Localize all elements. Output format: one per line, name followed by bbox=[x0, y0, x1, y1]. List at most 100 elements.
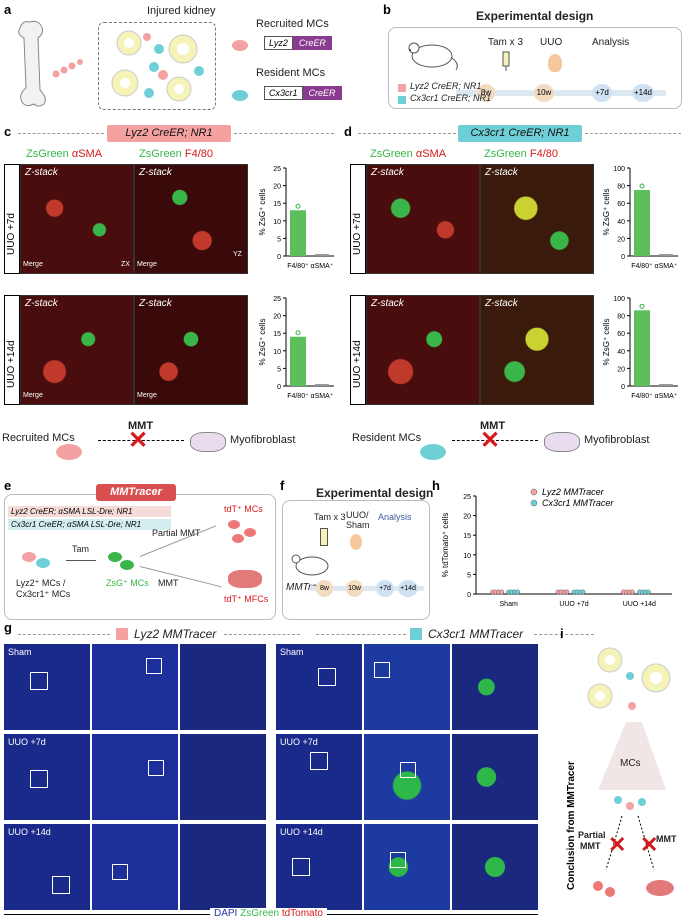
e-tdt-cell-2 bbox=[244, 528, 256, 537]
b-legend-swatch-cx3cr1 bbox=[398, 96, 406, 104]
y-tick-label: 20 bbox=[617, 236, 625, 243]
bar bbox=[634, 190, 650, 256]
c-banner: Lyz2 CreER; NR1 bbox=[107, 125, 231, 142]
g-right-title: Cx3cr1 MMTracer bbox=[428, 627, 524, 641]
c-myofibroblast-label: Myofibroblast bbox=[230, 434, 296, 446]
y-tick-label: 0 bbox=[277, 254, 281, 261]
y-axis-label: % ZsG⁺ cells bbox=[258, 319, 267, 366]
d-image-f480-7d: Z-stack bbox=[480, 164, 594, 274]
d-col2-header: ZsGreen F4/80 bbox=[484, 148, 558, 160]
legend-marker bbox=[530, 488, 538, 496]
d-cross-icon: ✕ bbox=[480, 427, 501, 454]
y-tick-label: 0 bbox=[277, 384, 281, 391]
panel-b-label: b bbox=[383, 2, 391, 17]
g-right-7d-zoom1 bbox=[364, 734, 450, 820]
g-left-7d-kidney: UUO +7d bbox=[4, 734, 90, 820]
c-row1-label: UUO +7d bbox=[6, 213, 17, 255]
y-tick-label: 80 bbox=[617, 184, 625, 191]
panel-g-label: g bbox=[4, 620, 12, 635]
b-legend-swatch-lyz2 bbox=[398, 84, 406, 92]
panel-h-label: h bbox=[432, 478, 440, 493]
e-mmt-label: MMT bbox=[158, 578, 179, 588]
legend-marker bbox=[530, 499, 538, 507]
c-image-f480-7d: Z-stack Merge YZ bbox=[134, 164, 248, 274]
d-resident-label: Resident MCs bbox=[352, 432, 422, 444]
c-dash-left bbox=[18, 133, 104, 134]
g-left-14d-zoom2 bbox=[180, 824, 266, 910]
g-left-sham-kidney: Sham bbox=[4, 644, 90, 730]
f-sham-label: Sham bbox=[346, 520, 370, 530]
y-tick-label: 25 bbox=[463, 494, 471, 501]
kidney-icon bbox=[548, 54, 562, 72]
i-partial2-label: MMT bbox=[580, 841, 601, 851]
i-mmt-label: MMT bbox=[656, 834, 677, 844]
b-uuo-label: UUO bbox=[540, 37, 563, 48]
resident-mc-icon bbox=[232, 90, 248, 101]
e-tam-arrow bbox=[66, 560, 96, 561]
data-point bbox=[639, 183, 645, 189]
c-image-sma-7d: Z-stack Merge ZX bbox=[20, 164, 134, 274]
g-left-7d-zoom1 bbox=[92, 734, 178, 820]
y-tick-label: 40 bbox=[617, 349, 625, 356]
e-tdt-mfc-icon bbox=[228, 570, 262, 588]
e-line-lyz2: Lyz2 CreER; αSMA LSL-Dre; NR1 bbox=[8, 506, 171, 517]
c-cross-icon: ✕ bbox=[128, 427, 149, 454]
g-left-7d-zoom2 bbox=[180, 734, 266, 820]
cx3cr1-creer-construct: Cx3cr1 CreER bbox=[264, 86, 344, 100]
y-tick-label: 20 bbox=[273, 314, 281, 321]
d-myofibroblast-label: Myofibroblast bbox=[584, 434, 650, 446]
bar bbox=[634, 310, 650, 386]
d-row1-label-box bbox=[350, 164, 366, 274]
f-time-10w: 10w bbox=[346, 580, 363, 597]
panel-a-label: a bbox=[4, 2, 12, 17]
b-legend-lyz2: Lyz2 CreER; NR1 bbox=[410, 81, 482, 91]
d-dash-left bbox=[358, 133, 456, 134]
f-time-14d: +14d bbox=[398, 580, 418, 597]
c-recruited-label: Recruited MCs bbox=[2, 432, 75, 444]
g-left-sham-zoom1 bbox=[92, 644, 178, 730]
g-right-7d-kidney: UUO +7d bbox=[276, 734, 362, 820]
h-scatter-chart: 0 5 10 15 20 25 % tdTomato⁺ cells Sham UUO +7d UU… bbox=[441, 487, 672, 608]
f-title: Experimental design bbox=[316, 486, 434, 500]
data-point bbox=[499, 589, 505, 595]
c-arrow bbox=[98, 440, 184, 441]
recruited-mc-icon bbox=[232, 40, 248, 51]
c-row1-label-box bbox=[4, 164, 20, 274]
y-tick-label: 15 bbox=[463, 533, 471, 540]
data-point bbox=[580, 589, 586, 595]
x-tick-label: F4/80⁺ bbox=[287, 263, 309, 270]
y-tick-label: 0 bbox=[467, 592, 471, 599]
d-arrow bbox=[452, 440, 538, 441]
y-tick-label: 100 bbox=[613, 166, 625, 173]
g-dash-2 bbox=[224, 634, 300, 635]
y-tick-label: 25 bbox=[273, 166, 281, 173]
y-tick-label: 20 bbox=[273, 184, 281, 191]
data-point bbox=[629, 589, 635, 595]
e-source-cell-2 bbox=[36, 558, 50, 568]
y-tick-label: 25 bbox=[273, 296, 281, 303]
x-tick-label: Sham bbox=[500, 601, 518, 608]
x-tick-label: αSMA⁺ bbox=[655, 263, 678, 270]
c-row2-label: UUO +14d bbox=[6, 340, 17, 388]
i-diagram bbox=[587, 647, 674, 897]
data-point bbox=[295, 330, 301, 336]
b-time-14d: +14d bbox=[632, 84, 654, 102]
y-tick-label: 0 bbox=[621, 384, 625, 391]
g-right-14d-zoom2 bbox=[452, 824, 538, 910]
y-tick-label: 10 bbox=[463, 553, 471, 560]
f-time-8w: 8w bbox=[316, 580, 333, 597]
injured-kidney-box bbox=[98, 22, 216, 110]
d-dash-right bbox=[585, 133, 681, 134]
b-time-7d: +7d bbox=[592, 84, 612, 102]
e-banner: MMTracer bbox=[96, 484, 176, 501]
g-right-swatch bbox=[410, 628, 422, 640]
g-right-sham-zoom2 bbox=[452, 644, 538, 730]
d-bar-chart-14d: 0 20 40 60 80 100 % ZsG⁺ cells F4/80⁺ αSMA⁺ bbox=[602, 296, 678, 400]
f-mouse-label: MMTracer bbox=[286, 582, 331, 593]
f-mouse-icon bbox=[291, 554, 329, 576]
y-tick-label: 15 bbox=[273, 201, 281, 208]
c-col2-header: ZsGreen F4/80 bbox=[139, 148, 213, 160]
c-bar-chart-14d: 0 5 10 15 20 25 % ZsG⁺ cells F4/80⁺ αSMA⁺ bbox=[258, 296, 334, 400]
x-tick-label: αSMA⁺ bbox=[655, 393, 678, 400]
